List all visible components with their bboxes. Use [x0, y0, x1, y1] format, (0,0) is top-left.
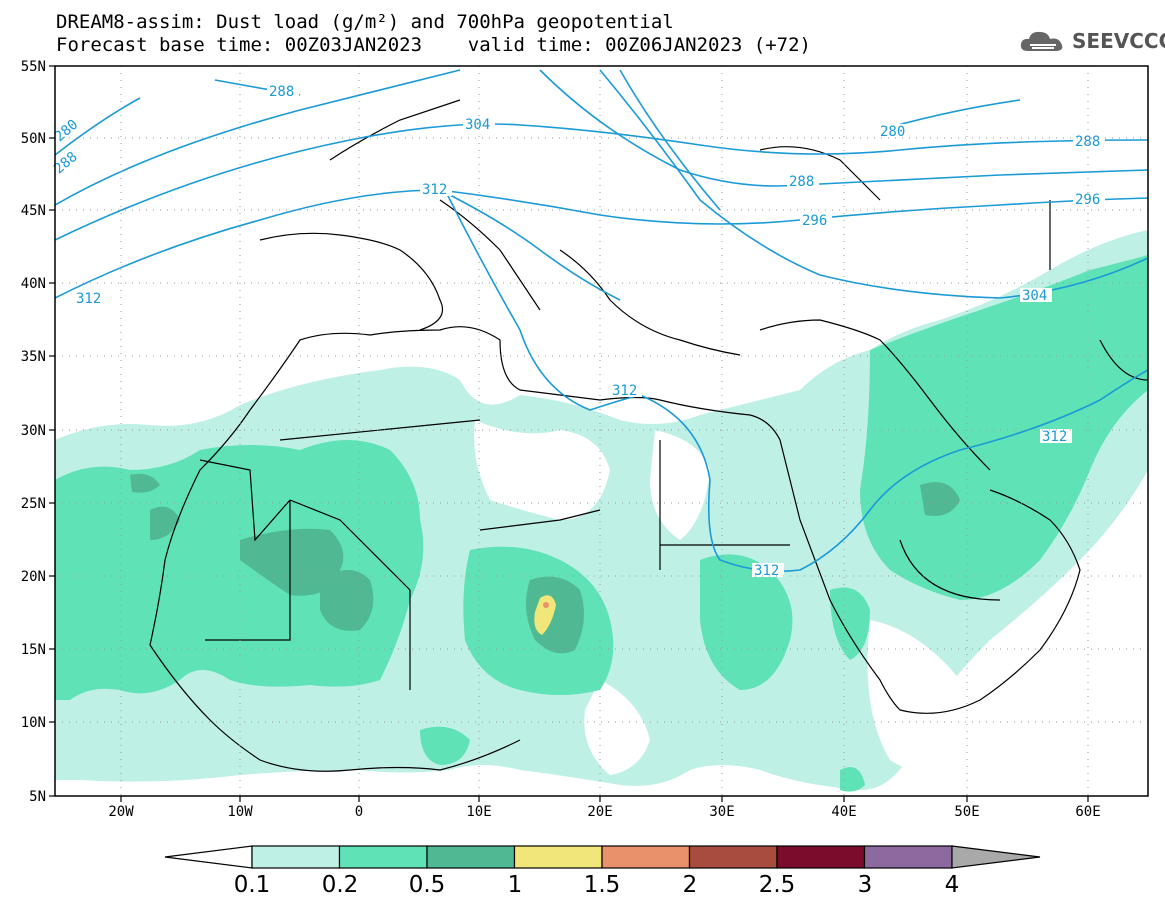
colorbar-label: 4: [945, 872, 960, 898]
lon-label: 60E: [1075, 804, 1100, 820]
lat-label: 50N: [21, 131, 46, 147]
lat-label: 20N: [21, 569, 46, 585]
logo-text: SEEVCCC: [1072, 29, 1165, 53]
lat-label: 15N: [21, 642, 46, 658]
lat-label: 35N: [21, 349, 46, 365]
colorbar-low-arrow: [164, 845, 253, 869]
latitude-labels: 55N 50N 45N 40N 35N 30N 25N 20N 15N 10N …: [21, 59, 46, 805]
contour-label: 312: [754, 563, 779, 579]
colorbar-labels: 0.1 0.2 0.5 1 1.5 2 2.5 3 4: [234, 872, 960, 898]
coastlines: [149, 99, 1148, 772]
contour-label: 288: [1075, 134, 1100, 150]
lat-label: 30N: [21, 423, 46, 439]
axis-ticks: [49, 65, 1089, 802]
colorbar-swatch: [601, 845, 691, 869]
seevccc-logo: SEEVCCC: [1018, 27, 1165, 55]
colorbar-label: 2.5: [759, 872, 796, 898]
contour-label: 280: [880, 124, 905, 140]
colorbar-label: 0.1: [234, 872, 271, 898]
colorbar-label: 0.5: [409, 872, 446, 898]
contour-label: 312: [76, 291, 101, 307]
contour-label: 288: [269, 84, 294, 100]
colorbar-swatch: [251, 845, 341, 869]
forecast-time-line: Forecast base time: 00Z03JAN2023 valid t…: [56, 34, 811, 56]
contour-label: 312: [612, 383, 637, 399]
colorbar-swatch: [688, 845, 778, 869]
cloud-icon: [1020, 31, 1063, 51]
contour-label: 304: [1022, 288, 1047, 304]
colorbar-label: 3: [858, 872, 873, 898]
contour-label: 312: [422, 182, 447, 198]
lon-label: 30E: [709, 804, 734, 820]
colorbar: [164, 845, 1041, 869]
contour-label: 312: [1042, 429, 1067, 445]
colorbar-swatch: [338, 845, 428, 869]
colorbar-swatch: [776, 845, 866, 869]
map-frame: [54, 65, 1149, 797]
colorbar-label: 2: [683, 872, 698, 898]
colorbar-label: 1.5: [584, 872, 621, 898]
lon-label: 10E: [466, 804, 491, 820]
colorbar-label: 0.2: [322, 872, 359, 898]
grid-lines: [55, 66, 1148, 796]
contour-label: 288: [789, 174, 814, 190]
lon-label: 0: [355, 804, 363, 820]
lon-label: 20W: [108, 804, 134, 820]
dust-shading: [55, 230, 1148, 792]
longitude-labels: 20W 10W 0 10E 20E 30E 40E 50E 60E: [108, 804, 1100, 820]
lat-label: 10N: [21, 715, 46, 731]
lat-label: 40N: [21, 276, 46, 292]
colorbar-high-arrow: [951, 845, 1041, 869]
lon-label: 20E: [587, 804, 612, 820]
colorbar-swatch: [513, 845, 603, 869]
lat-label: 25N: [21, 496, 46, 512]
contour-label: 304: [465, 117, 490, 133]
lat-label: 45N: [21, 203, 46, 219]
lon-label: 10W: [227, 804, 253, 820]
colorbar-swatch: [863, 845, 953, 869]
lon-label: 40E: [831, 804, 856, 820]
colorbar-swatch: [426, 845, 516, 869]
lat-label: 5N: [29, 789, 46, 805]
colorbar-label: 1: [508, 872, 523, 898]
map-title: DREAM8-assim: Dust load (g/m²) and 700hP…: [56, 11, 674, 33]
lon-label: 50E: [954, 804, 979, 820]
lat-label: 55N: [21, 59, 46, 75]
contour-label: 296: [802, 213, 827, 229]
